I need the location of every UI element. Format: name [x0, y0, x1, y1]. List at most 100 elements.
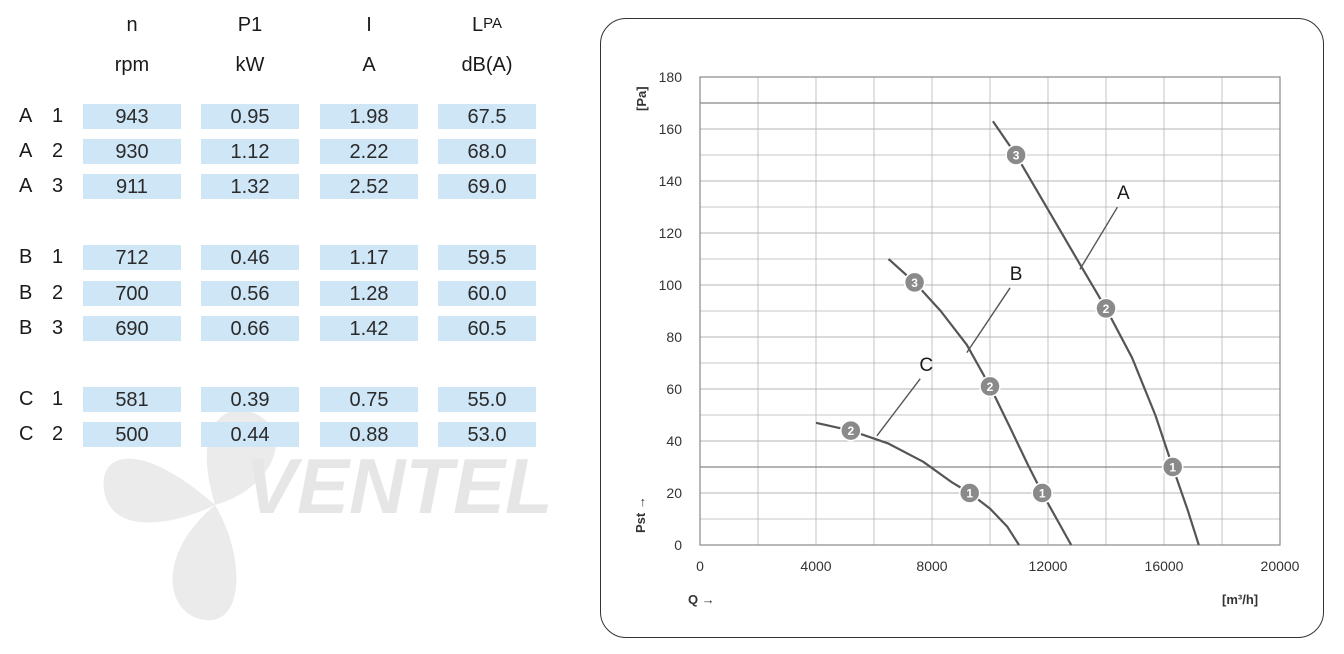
table-cell: 911	[83, 174, 181, 199]
x-tick-label: 0	[696, 558, 704, 574]
table-cell: 0.56	[201, 281, 299, 306]
column-header-subscript: PA	[483, 15, 503, 32]
table-cell: 0.95	[201, 104, 299, 129]
x-tick-label: 8000	[916, 558, 947, 574]
table-cell: 2.22	[320, 139, 418, 164]
operating-point-marker	[958, 482, 981, 504]
x-tick-label: 12000	[1029, 558, 1068, 574]
operating-point-marker	[1005, 144, 1027, 166]
row-group-label: B	[19, 246, 33, 268]
performance-table: n rpm P1 kW I A LPA dB(A) A 1 943 0.95 1.98 67.5 A 2 930…	[0, 0, 560, 470]
y-tick-label: 100	[659, 277, 683, 293]
table-cell: 700	[83, 281, 181, 306]
table-cell: 1.32	[201, 174, 299, 199]
plot-area-border	[699, 76, 1281, 546]
operating-point-marker	[1095, 297, 1117, 320]
operating-point-label: 1	[1169, 461, 1176, 475]
row-index-label: 1	[52, 388, 64, 410]
y-tick-label: 80	[666, 329, 682, 345]
operating-point-label: 2	[1103, 302, 1110, 316]
row-index-label: 3	[52, 317, 64, 339]
row-index-label: 3	[52, 175, 64, 197]
y-tick-label: 20	[666, 485, 682, 501]
operating-point-marker	[840, 419, 862, 442]
table-cell: 0.66	[201, 316, 299, 341]
column-unit-0: rpm	[114, 54, 150, 76]
table-cell: 581	[83, 387, 181, 412]
row-group-label: A	[19, 105, 33, 127]
y-tick-label: 40	[666, 433, 682, 449]
operating-point-marker	[1161, 456, 1184, 478]
table-cell: 69.0	[438, 174, 536, 199]
table-cell: 60.0	[438, 281, 536, 306]
y-tick-label: 120	[659, 225, 683, 241]
table-cell: 59.5	[438, 245, 536, 270]
y-tick-label: 0	[674, 537, 682, 553]
row-group-label: A	[19, 140, 33, 162]
table-cell: 690	[83, 316, 181, 341]
row-index-label: 2	[52, 282, 64, 304]
chart-frame	[600, 18, 1324, 638]
row-index-label: 2	[52, 423, 64, 445]
curve-leader-line	[1079, 206, 1118, 270]
table-cell: 55.0	[438, 387, 536, 412]
operating-point-label: 3	[1013, 149, 1020, 163]
fan-curve-chart: 0 4000 8000 12000 16000 20000 0 20 40 60 80 100 120 1…	[633, 69, 1300, 607]
curve-label-A: A	[1117, 183, 1130, 204]
column-unit-3: dB(A)	[461, 54, 513, 76]
y-tick-label: 160	[659, 121, 683, 137]
table-cell: 500	[83, 422, 181, 447]
operating-point-label: 1	[966, 487, 973, 501]
table-cell: 1.17	[320, 245, 418, 270]
table-cell: 1.12	[201, 139, 299, 164]
operating-point-label: 2	[987, 380, 994, 394]
row-group-label: A	[19, 175, 33, 197]
y-axis-label: Pst →	[633, 496, 648, 533]
y-tick-label: 60	[666, 381, 682, 397]
curve-leader-line	[966, 287, 1011, 353]
table-cell: 53.0	[438, 422, 536, 447]
curve-label-B: B	[1010, 264, 1023, 285]
operating-point-marker	[1031, 482, 1053, 504]
curve-B	[887, 258, 1073, 546]
table-cell: 1.98	[320, 104, 418, 129]
curve-C	[815, 421, 1020, 546]
row-group-label: B	[19, 317, 33, 339]
table-cell: 2.52	[320, 174, 418, 199]
y-tick-label: 180	[659, 69, 683, 85]
table-cell: 0.44	[201, 422, 299, 447]
column-header-2: I	[366, 14, 372, 36]
table-cell: 68.0	[438, 139, 536, 164]
table-cell: 0.88	[320, 422, 418, 447]
x-axis-unit: [m³/h]	[1222, 592, 1258, 607]
row-index-label: 2	[52, 140, 64, 162]
curve-label-C: C	[919, 355, 933, 376]
operating-point-label: 1	[1039, 487, 1046, 501]
operating-point-label: 3	[911, 276, 918, 290]
y-tick-label: 140	[659, 173, 683, 189]
curve-A	[991, 120, 1200, 546]
column-unit-2: A	[362, 54, 376, 76]
operating-point-marker	[979, 375, 1001, 398]
row-index-label: 1	[52, 105, 64, 127]
table-cell: 0.75	[320, 387, 418, 412]
table-cell: 67.5	[438, 104, 536, 129]
operating-point-marker	[903, 271, 926, 294]
table-cell: 0.39	[201, 387, 299, 412]
curve-leader-line	[876, 378, 921, 437]
x-axis-label: Q →	[688, 592, 715, 607]
table-cell: 60.5	[438, 316, 536, 341]
table-cell: 930	[83, 139, 181, 164]
column-header-0: n	[126, 14, 138, 36]
table-cell: 1.42	[320, 316, 418, 341]
table-cell: 712	[83, 245, 181, 270]
row-group-label: B	[19, 282, 33, 304]
column-header-3: LPA	[471, 14, 503, 36]
table-cell: 0.46	[201, 245, 299, 270]
column-header-1: P1	[237, 14, 263, 36]
row-index-label: 1	[52, 246, 64, 268]
row-group-label: C	[19, 423, 34, 445]
column-unit-1: kW	[235, 54, 265, 76]
table-cell: 943	[83, 104, 181, 129]
table-cell: 1.28	[320, 281, 418, 306]
